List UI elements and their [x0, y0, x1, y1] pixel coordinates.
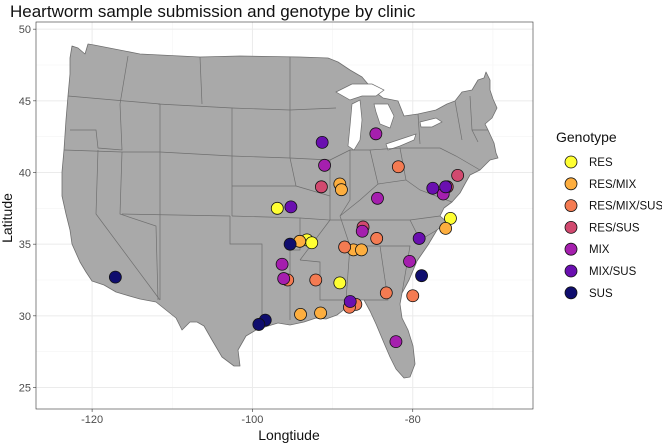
data-point-mix	[277, 272, 291, 285]
y-tick-label: 50	[19, 24, 31, 36]
legend-label: RES/MIX/SUS	[589, 201, 662, 213]
legend-label: RES/MIX	[589, 179, 637, 191]
data-point-mix	[371, 191, 384, 205]
x-tick-label: -80	[405, 414, 421, 426]
legend-label: SUS	[589, 288, 613, 300]
legend-label: RES	[589, 157, 613, 169]
data-point-res-mix-sus	[370, 232, 384, 245]
data-point-res-mix-sus	[309, 273, 323, 287]
legend-key	[564, 264, 578, 278]
data-point-mix-sus	[439, 180, 453, 194]
legend-key	[564, 286, 578, 300]
chart-title: Heartworm sample submission and genotype…	[10, 2, 416, 21]
data-point-res-mix	[355, 243, 368, 257]
lake-michigan	[347, 99, 363, 151]
data-point-res	[270, 201, 284, 215]
data-point-mix-sus	[315, 135, 329, 149]
data-points	[108, 127, 465, 349]
y-axis-title: Latitude	[0, 193, 15, 243]
data-point-sus	[283, 237, 297, 251]
y-axis: 25 30 35 40 45 50	[19, 24, 36, 395]
data-point-mix	[275, 257, 289, 271]
data-point-res-sus	[314, 180, 328, 194]
legend-label: MIX	[589, 244, 610, 256]
data-point-res-mix-sus	[379, 286, 393, 300]
data-point-res-mix	[294, 307, 307, 321]
y-tick-label: 30	[19, 311, 31, 323]
y-tick-label: 40	[19, 168, 31, 180]
legend-label: MIX/SUS	[589, 266, 637, 278]
data-point-res-mix-sus	[406, 289, 420, 303]
data-point-res-sus	[451, 168, 465, 182]
legend-items: RES RES/MIX RES/MIX/SUS RES/SUS MIX MIX/SUS SU…	[564, 155, 662, 300]
data-point-mix-sus	[426, 181, 440, 195]
legend-key	[564, 177, 578, 191]
y-tick-label: 45	[19, 96, 31, 108]
x-axis: -120 -100 -80	[81, 409, 421, 426]
data-point-sus	[415, 269, 428, 283]
data-point-sus	[252, 318, 266, 331]
x-tick-label: -120	[81, 414, 103, 426]
x-tick-label: -100	[241, 414, 263, 426]
data-point-mix	[403, 254, 416, 268]
data-point-mix	[369, 127, 383, 141]
data-point-mix-sus	[412, 232, 426, 245]
data-point-mix	[318, 158, 331, 172]
data-point-res-mix	[335, 183, 348, 197]
legend-key	[564, 242, 578, 256]
y-tick-label: 25	[19, 383, 31, 395]
lake-huron	[373, 103, 395, 129]
data-point-mix	[389, 335, 403, 349]
legend-label: RES/SUS	[589, 222, 640, 234]
data-point-res	[305, 236, 319, 250]
data-point-mix-sus	[343, 295, 357, 308]
panel-border	[35, 21, 534, 410]
legend: Genotype RES RES/MIX RES/MIX/SUS RES/SUS MIX…	[556, 129, 662, 300]
data-point-mix	[355, 224, 369, 238]
lake-erie	[385, 133, 417, 151]
data-point-res-mix-sus	[391, 160, 405, 174]
data-point-res	[333, 276, 347, 290]
data-point-res-mix	[439, 221, 453, 235]
legend-key	[564, 155, 578, 169]
legend-key	[564, 199, 578, 213]
legend-key	[564, 220, 578, 234]
data-point-res-mix-sus	[338, 240, 352, 254]
x-axis-title: Longtiude	[258, 427, 320, 443]
y-tick-label: 35	[19, 239, 31, 251]
legend-title: Genotype	[556, 129, 617, 145]
data-point-sus	[108, 270, 122, 284]
data-point-mix-sus	[284, 200, 298, 214]
lake-ontario	[419, 117, 443, 128]
data-point-res-mix	[314, 306, 327, 320]
lake-superior	[335, 83, 385, 101]
